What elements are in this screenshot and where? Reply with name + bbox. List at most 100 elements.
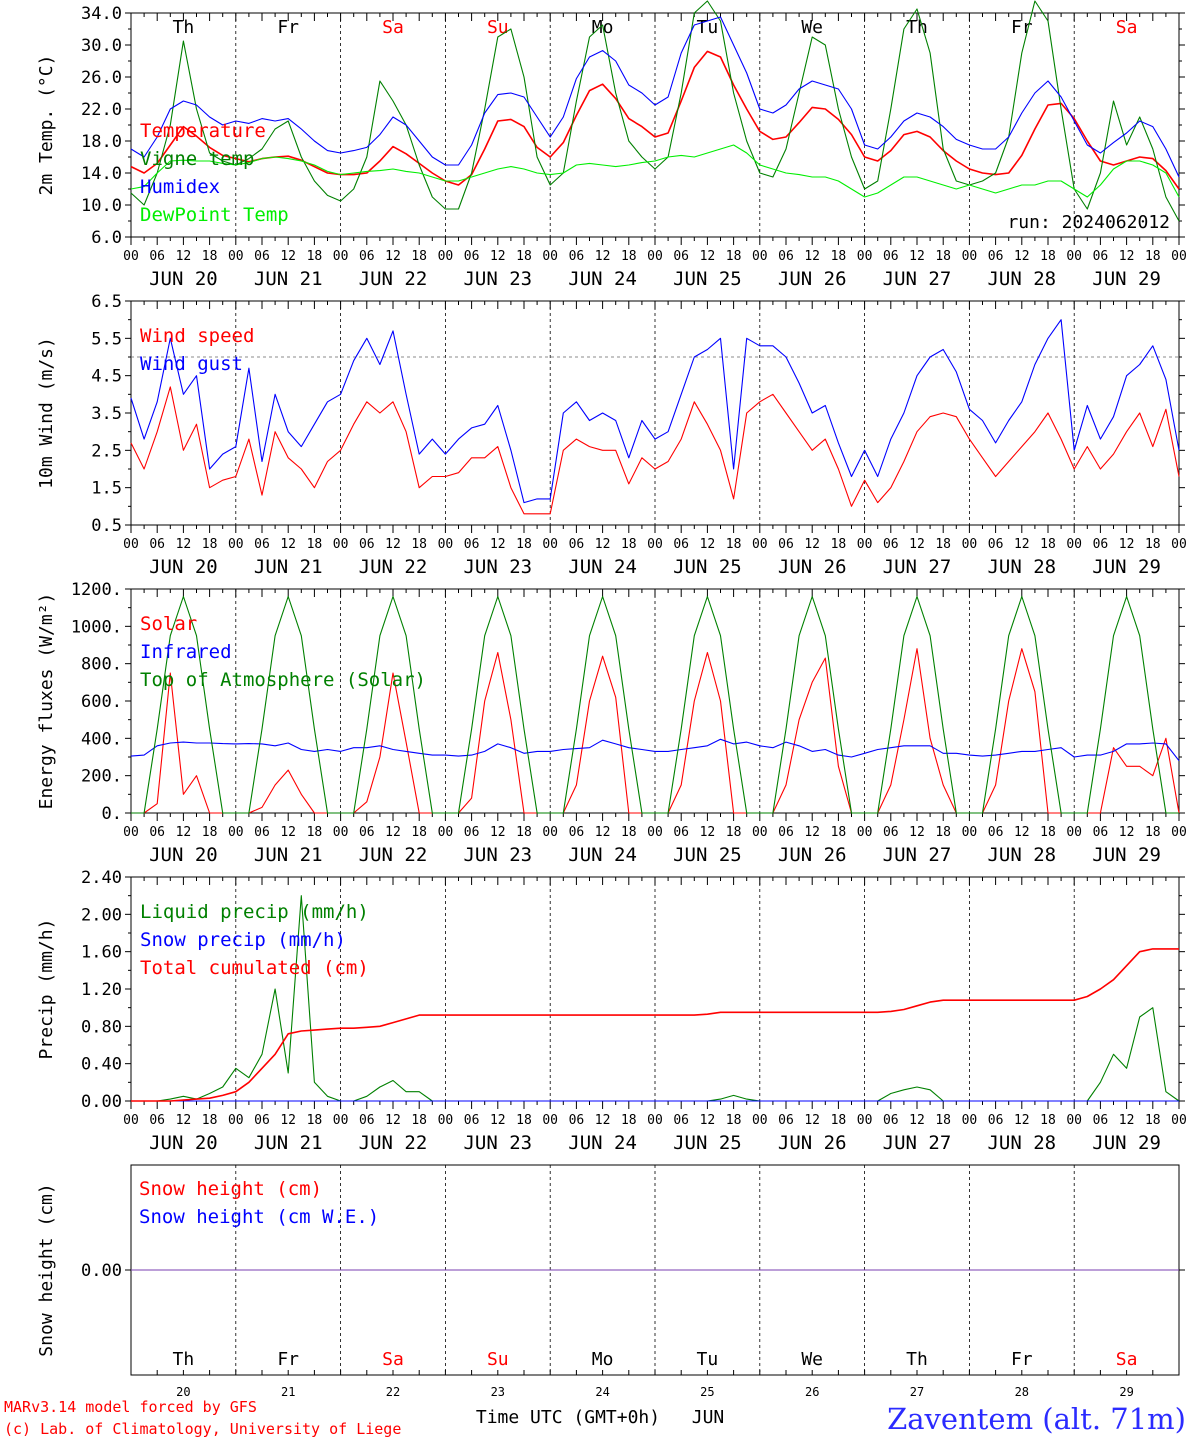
- weekday-label: Su: [487, 17, 509, 38]
- series-line-wind-speed: [130, 386, 1180, 515]
- day-number-label: 26: [805, 1385, 819, 1399]
- x-date-label: JUN 22: [359, 1132, 428, 1154]
- x-hour-label: 18: [202, 537, 218, 552]
- x-hour-label: 12: [595, 825, 611, 840]
- x-hour-label: 00: [438, 249, 454, 264]
- weekday-label: Tu: [697, 17, 719, 38]
- x-date-label: JUN 26: [778, 844, 847, 866]
- x-hour-label: 12: [280, 537, 296, 552]
- x-hour-label: 00: [333, 1113, 349, 1128]
- y-tick-label: 800.: [81, 655, 122, 675]
- x-hour-label: 06: [883, 537, 899, 552]
- x-hour-label: 00: [857, 537, 873, 552]
- x-date-label: JUN 20: [149, 1132, 218, 1154]
- x-date-label: JUN 21: [254, 1132, 323, 1154]
- x-date-label: JUN 25: [673, 268, 742, 290]
- x-hour-label: 18: [726, 537, 742, 552]
- x-hour-label: 00: [123, 1113, 139, 1128]
- x-hour-label: 00: [542, 537, 558, 552]
- y-tick-label: 1.5: [91, 479, 122, 499]
- x-hour-label: 00: [962, 1113, 978, 1128]
- x-hour-label: 06: [673, 1113, 689, 1128]
- x-hour-label: 06: [673, 825, 689, 840]
- x-hour-label: 12: [1119, 825, 1135, 840]
- plot-frame: [130, 300, 1180, 526]
- y-tick-label: 0.00: [81, 1261, 122, 1281]
- x-hour-label: 00: [123, 825, 139, 840]
- x-hour-label: 18: [1145, 825, 1161, 840]
- x-hour-label: 12: [385, 1113, 401, 1128]
- y-tick-label: 600.: [81, 692, 122, 712]
- x-hour-label: 06: [359, 1113, 375, 1128]
- x-date-label: JUN 27: [883, 556, 952, 578]
- x-date-label: JUN 26: [778, 556, 847, 578]
- weekday-label: Fr: [277, 17, 299, 38]
- day-number-label: 28: [1015, 1385, 1029, 1399]
- x-hour-label: 12: [280, 825, 296, 840]
- x-hour-label: 06: [569, 825, 585, 840]
- x-hour-label: 00: [857, 1113, 873, 1128]
- panel-temperature: 6.0 10.0 14.0 18.0 22.0 26.0 30.0 34.0 2m Temp. …: [36, 0, 1187, 290]
- legend-entry: Total cumulated (cm): [140, 957, 369, 979]
- x-hour-label: 06: [1093, 537, 1109, 552]
- x-hour-label: 06: [464, 537, 480, 552]
- x-date-label: JUN 26: [778, 1132, 847, 1154]
- x-hour-label: 18: [621, 249, 637, 264]
- x-hour-label: 18: [726, 825, 742, 840]
- y-tick-label: 1000.: [71, 617, 122, 637]
- x-hour-label: 00: [438, 825, 454, 840]
- x-hour-label: 12: [490, 1113, 506, 1128]
- legend-entry: Snow precip (mm/h): [140, 929, 346, 951]
- legend-entry: Temperature: [140, 120, 266, 142]
- y-tick-label: 3.5: [91, 404, 122, 424]
- x-hour-label: 18: [726, 1113, 742, 1128]
- x-hour-label: 06: [464, 825, 480, 840]
- x-hour-label: 18: [1040, 249, 1056, 264]
- y-tick-label: 26.0: [81, 68, 122, 88]
- x-hour-label: 12: [700, 537, 716, 552]
- x-hour-label: 12: [1014, 825, 1030, 840]
- x-hour-label: 18: [516, 1113, 532, 1128]
- x-hour-label: 12: [804, 249, 820, 264]
- x-hour-label: 18: [935, 537, 951, 552]
- x-date-label: JUN 22: [359, 844, 428, 866]
- y-tick-label: 0.00: [81, 1092, 122, 1112]
- x-date-label: JUN 24: [568, 1132, 637, 1154]
- x-hour-label: 12: [1119, 537, 1135, 552]
- x-hour-label: 12: [1014, 249, 1030, 264]
- x-hour-label: 00: [1066, 537, 1082, 552]
- x-hour-label: 06: [254, 1113, 270, 1128]
- weekday-label: We: [801, 17, 823, 38]
- y-tick-label: 5.5: [91, 329, 122, 349]
- weekday-label: Sa: [382, 17, 404, 38]
- x-date-label: JUN 22: [359, 556, 428, 578]
- x-date-label: JUN 27: [883, 268, 952, 290]
- x-hour-label: 12: [595, 537, 611, 552]
- x-hour-label: 18: [1040, 537, 1056, 552]
- x-hour-label: 06: [569, 537, 585, 552]
- x-date-label: JUN 20: [149, 268, 218, 290]
- x-hour-label: 00: [123, 537, 139, 552]
- x-hour-label: 06: [778, 249, 794, 264]
- x-hour-label: 00: [647, 1113, 663, 1128]
- y-tick-label: 0.80: [81, 1017, 122, 1037]
- x-hour-label: 18: [831, 537, 847, 552]
- series-line-infrared: [130, 738, 1180, 762]
- x-hour-label: 00: [542, 825, 558, 840]
- day-number-label: 22: [386, 1385, 400, 1399]
- x-hour-label: 18: [621, 1113, 637, 1128]
- y-tick-label: 200.: [81, 767, 122, 787]
- x-hour-label: 18: [726, 249, 742, 264]
- x-hour-label: 12: [1119, 1113, 1135, 1128]
- x-hour-label: 06: [149, 537, 165, 552]
- weekday-label: We: [801, 1349, 823, 1370]
- y-axis-label: Energy fluxes (W/m²): [36, 593, 57, 810]
- x-hour-label: 18: [1145, 249, 1161, 264]
- x-hour-label: 18: [411, 249, 427, 264]
- x-hour-label: 06: [149, 249, 165, 264]
- x-date-label: JUN 29: [1092, 844, 1161, 866]
- x-date-label: JUN 29: [1092, 268, 1161, 290]
- x-hour-label: 06: [464, 1113, 480, 1128]
- x-hour-label: 06: [673, 249, 689, 264]
- x-date-label: JUN 29: [1092, 556, 1161, 578]
